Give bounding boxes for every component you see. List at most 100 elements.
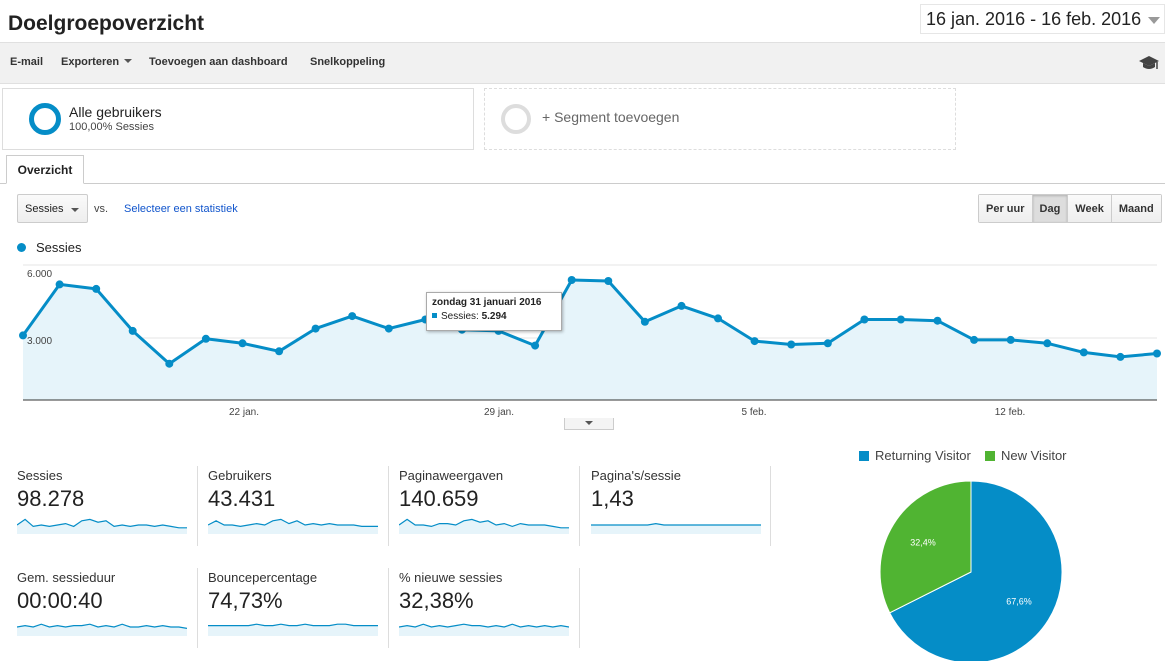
- tooltip-row: Sessies: 5.294: [432, 311, 556, 322]
- sparkline: [17, 518, 187, 534]
- tooltip-value: 5.294: [481, 311, 507, 322]
- graduation-cap-icon[interactable]: [1139, 54, 1159, 72]
- sparkline-fill: [17, 519, 187, 534]
- data-point[interactable]: [714, 314, 722, 323]
- chevron-down-icon: [585, 421, 593, 425]
- data-point[interactable]: [201, 334, 210, 343]
- data-point[interactable]: [19, 331, 27, 340]
- legend-label: New Visitor: [1001, 448, 1067, 463]
- legend-item-new[interactable]: New Visitor: [985, 448, 1067, 463]
- metric-select[interactable]: Sessies: [17, 194, 88, 223]
- divider: [770, 466, 771, 546]
- data-point[interactable]: [238, 339, 247, 348]
- data-point[interactable]: [567, 276, 576, 284]
- y-tick-label: 3.000: [27, 336, 52, 347]
- segment-subtitle: 100,00% Sessies: [69, 121, 154, 133]
- date-range-picker[interactable]: 16 jan. 2016 - 16 feb. 2016: [920, 4, 1165, 34]
- scorecard-bounce-rate[interactable]: Bouncepercentage 74,73%: [208, 570, 398, 650]
- legend-swatch: [859, 451, 869, 461]
- x-tick-label: 5 feb.: [741, 407, 766, 418]
- sparkline-line: [17, 518, 187, 529]
- sparkline-fill: [208, 624, 378, 636]
- sparkline: [399, 623, 569, 636]
- email-button[interactable]: E-mail: [10, 56, 44, 68]
- divider: [579, 568, 580, 648]
- data-point[interactable]: [275, 347, 284, 356]
- sparkline: [399, 518, 569, 534]
- data-point[interactable]: [823, 339, 832, 348]
- divider: [197, 568, 198, 648]
- divider: [579, 466, 580, 546]
- segment-name: Alle gebruikers: [69, 104, 162, 120]
- day-button[interactable]: Dag: [1032, 195, 1069, 222]
- legend-item-returning[interactable]: Returning Visitor: [859, 448, 971, 463]
- data-point[interactable]: [860, 315, 869, 324]
- data-point[interactable]: [896, 315, 905, 324]
- export-button[interactable]: Exporteren: [61, 56, 133, 68]
- data-point[interactable]: [531, 341, 540, 350]
- legend-label: Returning Visitor: [875, 448, 971, 463]
- per-hour-button[interactable]: Per uur: [979, 195, 1033, 222]
- scorecard-avg-session-duration[interactable]: Gem. sessieduur 00:00:40: [17, 570, 207, 650]
- data-point[interactable]: [1153, 349, 1161, 358]
- sparkline-line: [591, 522, 761, 526]
- export-label: Exporteren: [61, 56, 120, 68]
- pie-slice[interactable]: [879, 480, 972, 614]
- divider: [197, 466, 198, 546]
- tooltip-series-icon: [432, 313, 437, 318]
- scorecard-label: Pagina's/sessie: [591, 468, 681, 483]
- tooltip-title: zondag 31 januari 2016: [432, 297, 542, 308]
- segment-all-users[interactable]: Alle gebruikers 100,00% Sessies: [2, 88, 474, 150]
- divider: [388, 466, 389, 546]
- sparkline: [591, 522, 761, 534]
- scorecard-value: 74,73%: [208, 588, 283, 613]
- select-statistic-link[interactable]: Selecteer een statistiek: [124, 203, 238, 215]
- pie-slice-label: 67,6%: [1006, 597, 1032, 607]
- data-point[interactable]: [55, 280, 64, 289]
- data-point[interactable]: [640, 317, 649, 326]
- data-point[interactable]: [1079, 348, 1088, 357]
- scorecard-users[interactable]: Gebruikers 43.431: [208, 468, 398, 548]
- scorecard-sessions[interactable]: Sessies 98.278: [17, 468, 207, 548]
- data-point[interactable]: [677, 301, 686, 310]
- sparkline: [208, 623, 378, 636]
- add-segment-button[interactable]: + Segment toevoegen: [484, 88, 956, 150]
- data-point[interactable]: [1043, 339, 1052, 348]
- visitor-type-pie-chart[interactable]: 67,6% 32,4%: [870, 472, 1070, 661]
- tab-overview[interactable]: Overzicht: [6, 155, 84, 184]
- scorecard-label: Gem. sessieduur: [17, 570, 116, 585]
- shortcut-button[interactable]: Snelkoppeling: [310, 56, 386, 68]
- data-point[interactable]: [604, 277, 613, 285]
- scorecard-pageviews[interactable]: Paginaweergaven 140.659: [399, 468, 589, 548]
- data-point[interactable]: [1006, 335, 1015, 344]
- sparkline-line: [208, 623, 378, 627]
- sessions-line-chart[interactable]: 6.000 3.000 22 jan. 29 jan. 5 feb. 12 feb.: [0, 258, 1165, 430]
- vs-label: vs.: [94, 203, 109, 215]
- data-point[interactable]: [933, 316, 942, 325]
- scorecard-new-sessions[interactable]: % nieuwe sessies 32,38%: [399, 570, 589, 650]
- data-point[interactable]: [311, 324, 320, 333]
- add-to-dashboard-button[interactable]: Toevoegen aan dashboard: [149, 56, 288, 68]
- scorecard-pages-per-session[interactable]: Pagina's/sessie 1,43: [591, 468, 781, 548]
- data-point[interactable]: [787, 340, 796, 349]
- sparkline: [208, 518, 378, 534]
- data-point[interactable]: [92, 284, 101, 293]
- tab-divider: [0, 183, 1165, 184]
- data-point[interactable]: [165, 359, 174, 368]
- sparkline-line: [399, 623, 569, 628]
- chart-collapse-handle[interactable]: [564, 418, 614, 430]
- toolbar: E-mail Exporteren Toevoegen aan dashboar…: [0, 42, 1165, 84]
- data-point[interactable]: [348, 312, 357, 321]
- chevron-down-icon: [1148, 17, 1160, 24]
- sparkline: [17, 623, 187, 636]
- x-tick-label: 12 feb.: [995, 407, 1026, 418]
- data-point[interactable]: [1116, 352, 1125, 361]
- data-point[interactable]: [128, 326, 137, 335]
- week-button[interactable]: Week: [1068, 195, 1112, 222]
- data-point[interactable]: [970, 335, 979, 344]
- sparkline-line: [17, 623, 187, 629]
- data-point[interactable]: [750, 337, 759, 346]
- data-point[interactable]: [384, 324, 393, 333]
- month-button[interactable]: Maand: [1111, 195, 1161, 222]
- pie-slice[interactable]: [889, 480, 1063, 661]
